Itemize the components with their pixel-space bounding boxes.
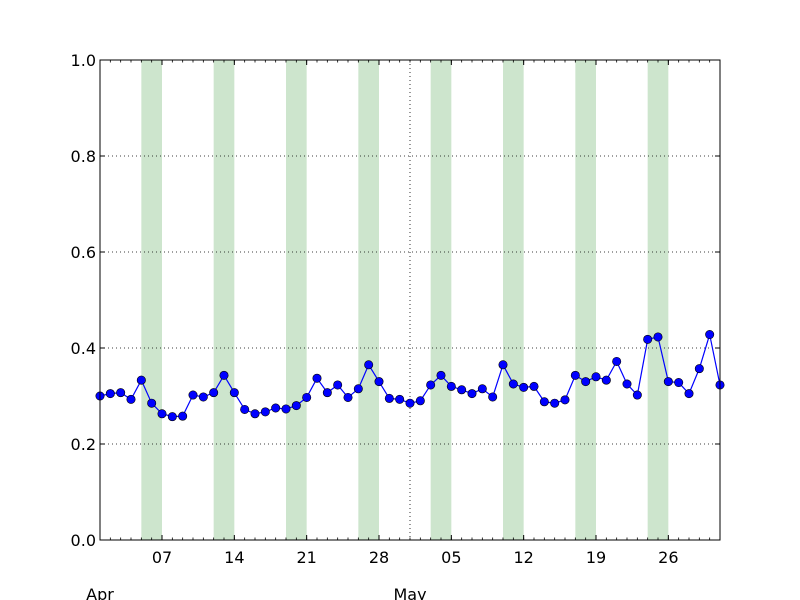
data-point bbox=[374, 377, 384, 387]
y-tick-label: 0.8 bbox=[71, 147, 96, 166]
shaded-band bbox=[647, 60, 669, 540]
data-point bbox=[291, 401, 301, 411]
data-point bbox=[446, 381, 456, 391]
data-point bbox=[322, 388, 332, 398]
data-point bbox=[653, 332, 663, 342]
data-point bbox=[508, 379, 518, 389]
x-tick-label: 21 bbox=[296, 548, 316, 567]
data-point bbox=[260, 407, 270, 417]
data-point bbox=[684, 389, 694, 399]
x-month-label: May bbox=[393, 585, 426, 600]
data-point bbox=[353, 384, 363, 394]
x-tick-label: 14 bbox=[224, 548, 244, 567]
data-point bbox=[116, 388, 126, 398]
data-point bbox=[612, 356, 622, 366]
data-point bbox=[157, 409, 167, 419]
data-point bbox=[384, 393, 394, 403]
x-tick-label: 07 bbox=[152, 548, 172, 567]
data-point bbox=[126, 394, 136, 404]
data-point bbox=[457, 385, 467, 395]
y-tick-label: 0.4 bbox=[71, 339, 96, 358]
data-point bbox=[550, 398, 560, 408]
data-point bbox=[302, 392, 312, 402]
data-point bbox=[281, 404, 291, 414]
data-point bbox=[188, 390, 198, 400]
data-point bbox=[229, 388, 239, 398]
data-point bbox=[643, 334, 653, 344]
data-point bbox=[343, 392, 353, 402]
data-point bbox=[147, 398, 157, 408]
data-point bbox=[539, 397, 549, 407]
data-point bbox=[219, 370, 229, 380]
axis-ticks bbox=[99, 59, 721, 541]
x-tick-label: 28 bbox=[369, 548, 389, 567]
shaded-bands bbox=[141, 60, 669, 540]
data-point bbox=[570, 370, 580, 380]
data-point bbox=[312, 373, 322, 383]
data-point bbox=[105, 389, 115, 399]
data-point bbox=[405, 398, 415, 408]
shaded-band bbox=[430, 60, 452, 540]
data-point bbox=[694, 364, 704, 374]
shaded-band bbox=[213, 60, 235, 540]
data-point bbox=[581, 377, 591, 387]
y-tick-label: 0.0 bbox=[71, 531, 96, 550]
data-point bbox=[529, 381, 539, 391]
data-point bbox=[477, 384, 487, 394]
data-point bbox=[240, 404, 250, 414]
x-month-label: Apr bbox=[86, 585, 114, 600]
data-point bbox=[560, 395, 570, 405]
y-tick-label: 1.0 bbox=[71, 51, 96, 70]
data-point bbox=[198, 392, 208, 402]
data-point bbox=[395, 394, 405, 404]
shaded-band bbox=[358, 60, 379, 540]
data-point bbox=[415, 396, 425, 406]
data-point bbox=[498, 360, 508, 370]
shaded-band bbox=[141, 60, 162, 540]
data-point bbox=[250, 409, 260, 419]
data-point bbox=[178, 411, 188, 421]
data-point bbox=[209, 388, 219, 398]
shaded-band bbox=[575, 60, 596, 540]
y-tick-label: 0.2 bbox=[71, 435, 96, 454]
data-point bbox=[674, 378, 684, 388]
data-point bbox=[601, 375, 611, 385]
data-point bbox=[622, 379, 632, 389]
shaded-band bbox=[503, 60, 524, 540]
data-point bbox=[333, 380, 343, 390]
axis-labels: 0.0 0.2 0.4 0.6 0.8 1.0 07 14 21 28 05 12 19 26 Apr May bbox=[71, 51, 679, 600]
data-point bbox=[136, 375, 146, 385]
data-point bbox=[467, 389, 477, 399]
data-point bbox=[426, 380, 436, 390]
y-tick-label: 0.6 bbox=[71, 243, 96, 262]
data-point bbox=[488, 392, 498, 402]
data-point bbox=[167, 412, 177, 422]
data-point bbox=[663, 377, 673, 387]
data-point bbox=[705, 330, 715, 340]
data-point bbox=[591, 372, 601, 382]
x-tick-label: 12 bbox=[513, 548, 533, 567]
data-point bbox=[271, 403, 281, 413]
data-point bbox=[364, 360, 374, 370]
x-tick-label: 05 bbox=[441, 548, 461, 567]
x-tick-label: 19 bbox=[586, 548, 606, 567]
data-point bbox=[632, 390, 642, 400]
x-tick-label: 26 bbox=[658, 548, 678, 567]
data-point bbox=[519, 382, 529, 392]
data-point bbox=[436, 370, 446, 380]
shaded-band bbox=[286, 60, 307, 540]
